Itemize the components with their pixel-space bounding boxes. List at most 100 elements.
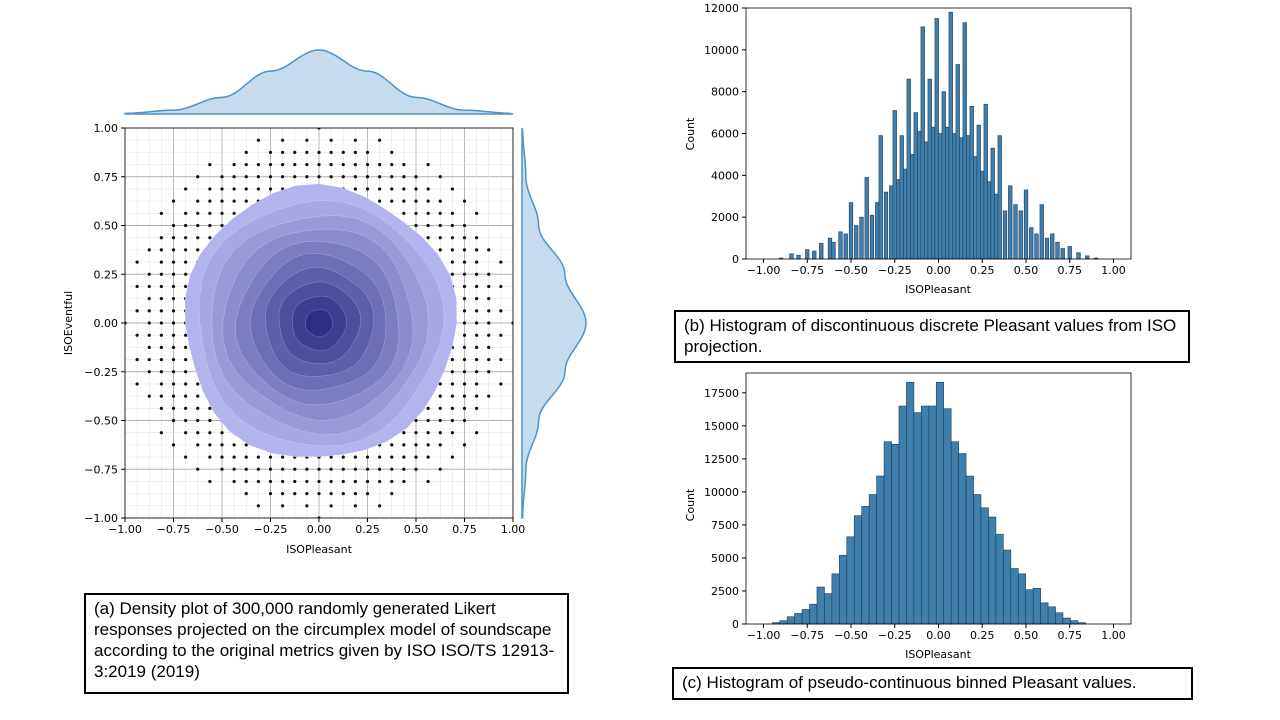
y-tick-label: 5000 [711, 552, 739, 565]
data-point [475, 284, 479, 289]
y-axis-label: ISOEventful [62, 291, 75, 355]
y-tick-label: 12500 [704, 453, 739, 466]
data-point [147, 345, 151, 349]
y-tick-label: 12000 [704, 2, 739, 15]
data-point [450, 211, 454, 215]
histogram-bar [1062, 617, 1071, 625]
data-point [147, 284, 151, 289]
histogram-bar [1018, 210, 1023, 260]
histogram-bar [878, 135, 883, 260]
data-point [390, 455, 394, 459]
data-point [414, 175, 418, 179]
histogram-bar [928, 405, 937, 625]
y-tick-label: 15000 [704, 420, 739, 433]
data-point [159, 357, 163, 362]
data-point [475, 345, 479, 349]
x-tick-label: −0.75 [157, 523, 191, 536]
data-point [268, 455, 273, 459]
histogram-bar [924, 141, 929, 260]
data-point [487, 357, 491, 362]
data-point [147, 272, 151, 276]
data-point [462, 418, 467, 423]
histogram-bar [952, 133, 957, 260]
x-tick-label: −0.25 [254, 523, 288, 536]
data-point [462, 443, 467, 447]
data-point [268, 175, 273, 179]
data-point [353, 479, 357, 484]
data-point [208, 199, 212, 203]
x-tick-label: 0.00 [926, 264, 951, 277]
data-point [171, 309, 176, 313]
histogram-bar [824, 593, 833, 625]
data-point [462, 333, 467, 337]
data-point [426, 406, 430, 410]
data-point [232, 455, 236, 459]
histogram-bar [1085, 255, 1090, 260]
histogram-bar [896, 179, 901, 260]
data-point [450, 370, 454, 374]
data-point [487, 370, 491, 374]
data-point [281, 479, 285, 484]
data-point [305, 467, 309, 471]
histogram-bar [1044, 237, 1050, 260]
data-point [171, 236, 176, 240]
histogram-bar [969, 106, 974, 260]
data-point [208, 162, 212, 167]
histogram-bar [1067, 246, 1072, 260]
data-point [184, 284, 188, 289]
histogram-bar [973, 494, 982, 625]
x-tick-label: 1.00 [501, 523, 526, 536]
density-contours [184, 183, 458, 458]
histogram-bar [995, 533, 1004, 625]
histogram-binned-chart: −1.00 −0.75 −0.50 −0.25 0.00 0.25 0.50 0.75 1.00… [684, 372, 1132, 661]
data-point [487, 321, 491, 325]
data-point [353, 187, 357, 191]
data-point [450, 223, 454, 228]
data-point [475, 370, 479, 374]
histogram-bar [1003, 549, 1012, 625]
data-point [329, 455, 333, 459]
data-point [402, 455, 406, 459]
histogram-bar [1040, 602, 1049, 625]
data-point [365, 162, 370, 167]
y-tick-label: −0.25 [84, 366, 118, 379]
histogram-bar [1025, 589, 1034, 625]
data-point [365, 492, 370, 496]
x-tick-label: −0.75 [790, 629, 824, 642]
data-point [281, 467, 285, 471]
data-point [487, 297, 491, 301]
data-point [268, 162, 273, 167]
histogram-bar [934, 18, 939, 260]
data-point [341, 492, 345, 496]
x-tick-label: −1.00 [747, 629, 781, 642]
data-point [426, 443, 430, 447]
histogram-bars [771, 381, 1086, 625]
data-point [256, 467, 260, 471]
histogram-bar [913, 112, 918, 260]
data-point [171, 443, 176, 447]
data-point [378, 199, 382, 203]
histogram-bar [859, 216, 864, 260]
data-point [475, 394, 479, 398]
data-point [184, 431, 188, 435]
data-point [159, 272, 163, 276]
data-point [171, 284, 176, 289]
data-point [462, 236, 467, 240]
data-point [475, 321, 479, 325]
data-point [475, 272, 479, 276]
histogram-bar [805, 249, 810, 260]
data-point [329, 138, 333, 142]
data-point [268, 492, 273, 496]
data-point [147, 333, 151, 337]
data-point [450, 272, 454, 276]
data-point [462, 272, 467, 276]
histogram-bar [920, 26, 925, 260]
data-point [281, 492, 285, 496]
data-point [487, 394, 491, 398]
data-point [281, 150, 285, 154]
histogram-bar [1017, 573, 1027, 625]
histogram-bar [898, 405, 907, 625]
histogram-bar [1055, 241, 1060, 260]
data-point [341, 479, 345, 484]
data-point [329, 467, 333, 471]
